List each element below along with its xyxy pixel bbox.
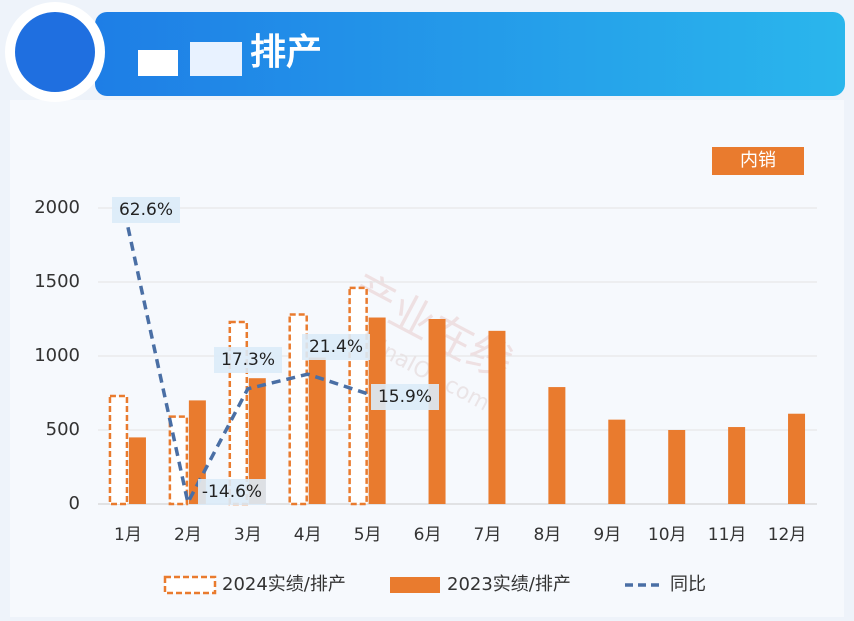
header-bar <box>95 12 845 96</box>
data-label: 17.3% <box>221 350 275 370</box>
x-tick-label: 9月 <box>593 525 621 545</box>
bar <box>728 427 746 504</box>
legend-label: 2024实绩/排产 <box>222 574 346 595</box>
x-tick-label: 1月 <box>114 525 142 545</box>
legend-swatch <box>390 577 440 593</box>
obscured-text <box>190 42 242 76</box>
y-tick-label: 2000 <box>34 197 80 218</box>
obscured-text <box>138 50 178 76</box>
data-label-bg <box>371 384 439 410</box>
badge <box>712 147 804 175</box>
y-tick-label: 500 <box>46 419 80 440</box>
legend-label: 同比 <box>670 574 706 595</box>
x-tick-label: 10月 <box>648 525 687 545</box>
x-tick-label: 6月 <box>414 525 442 545</box>
x-tick-label: 4月 <box>294 525 322 545</box>
bar <box>348 286 368 506</box>
bar <box>488 330 506 504</box>
bar <box>188 400 206 504</box>
legend-label: 2023实绩/排产 <box>447 574 571 595</box>
card <box>10 100 844 617</box>
bar <box>788 413 806 504</box>
badge-text: 内销 <box>740 150 776 171</box>
bar <box>128 437 146 504</box>
line <box>126 226 369 508</box>
bar <box>608 419 626 504</box>
x-tick-label: 12月 <box>768 525 807 545</box>
bar <box>308 357 326 504</box>
bar <box>248 378 266 504</box>
bar <box>288 313 308 506</box>
icon <box>15 12 95 92</box>
y-tick-label: 0 <box>69 493 80 514</box>
legend-swatch <box>163 575 217 595</box>
x-tick-label: 5月 <box>354 525 382 545</box>
data-label: 15.9% <box>378 387 432 407</box>
y-tick-label: 1500 <box>34 271 80 292</box>
bar <box>368 317 386 504</box>
data-label: -14.6% <box>202 482 262 502</box>
data-label-bg <box>198 479 266 505</box>
data-label: 21.4% <box>309 337 363 357</box>
x-tick-label: 2月 <box>174 525 202 545</box>
y-tick-label: 1000 <box>34 345 80 366</box>
x-tick-label: 11月 <box>708 525 747 545</box>
header-title: 排产 <box>250 32 322 73</box>
data-label-bg <box>214 347 282 373</box>
x-tick-label: 8月 <box>533 525 561 545</box>
data-label-bg <box>302 334 370 360</box>
bar <box>548 387 566 504</box>
data-label-bg <box>112 197 180 223</box>
data-label: 62.6% <box>119 200 173 220</box>
bar <box>428 319 446 504</box>
bar <box>108 394 129 506</box>
x-tick-label: 7月 <box>474 525 502 545</box>
x-tick-label: 3月 <box>234 525 262 545</box>
bar <box>668 430 686 504</box>
bar <box>168 415 189 506</box>
